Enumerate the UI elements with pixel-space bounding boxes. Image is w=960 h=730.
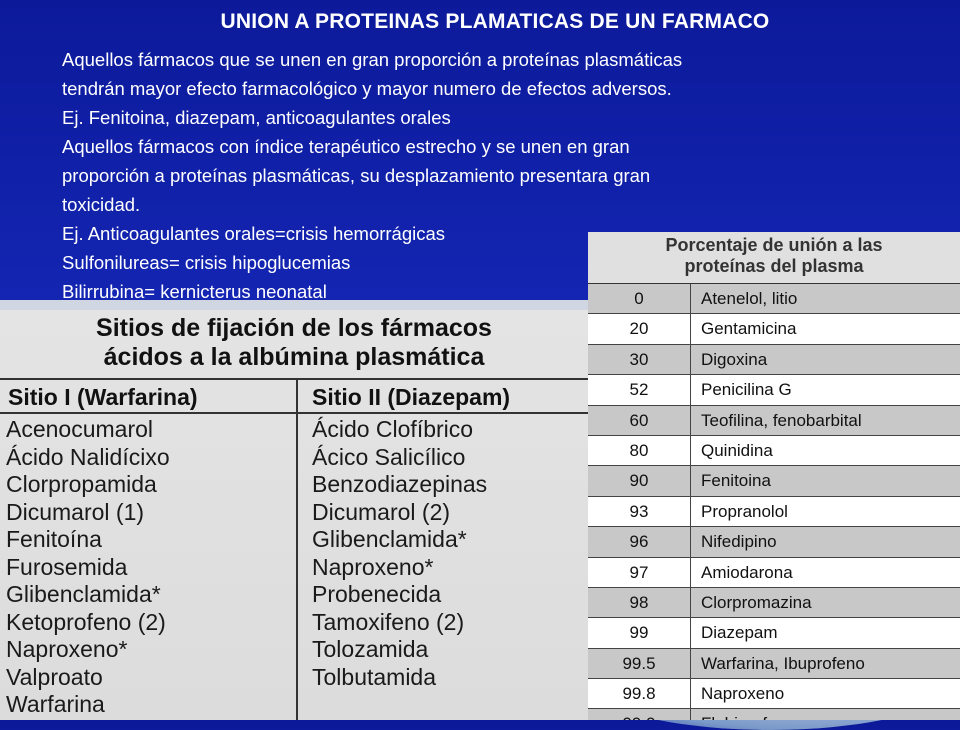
binding-percentage: 0 — [588, 284, 691, 314]
drug-list-item: Dicumarol (1) — [6, 498, 145, 525]
table-row: 99 Diazepam — [588, 618, 960, 649]
body-line: toxicidad. — [62, 194, 141, 215]
site-1-list: Acenocumarol Ácido Nalidícixo Clorpropamid… — [0, 414, 296, 719]
binding-percentage: 80 — [588, 435, 691, 466]
drug-name: Atenelol, litio — [701, 289, 798, 308]
drug-list-item: Ácico Salicílico — [312, 443, 466, 470]
drug-list-item: Ketoprofeno (2) — [6, 608, 166, 635]
body-line: Ej. Fenitoina, diazepam, anticoagulantes… — [62, 107, 451, 128]
drug-name: Nifedipino — [701, 532, 777, 552]
table-row: 99.9Flubiprofeno — [588, 709, 960, 720]
site-1-column: Sitio I (Warfarina) Acenocumarol Ácido Na… — [0, 380, 298, 720]
drug-name: Warfarina, Ibuprofeno — [701, 653, 865, 673]
drug-list-item: Probenecida — [312, 581, 442, 607]
binding-percentage: 99.9 — [588, 709, 691, 720]
binding-percentage: 60 — [588, 405, 691, 435]
body-line: Sulfonilureas= crisis hipoglucemias — [62, 252, 351, 273]
table-row: 99.8 Naproxeno — [588, 679, 960, 710]
binding-percentage: 96 — [588, 527, 691, 557]
body-line: proporción a proteínas plasmáticas, su d… — [62, 165, 651, 186]
drug-name: Quinidina — [701, 440, 773, 460]
drug-name: Diazepam — [701, 623, 778, 643]
drug-name: Digoxina — [701, 349, 768, 369]
table-row: 0 Atenelol, litio — [588, 284, 960, 315]
drug-name: Penicilina G — [701, 380, 792, 400]
drug-list-item: Tolbutamida — [312, 663, 437, 690]
binding-title-line-2: proteínas del plasma — [684, 256, 864, 276]
binding-percentage: 99.5 — [588, 648, 691, 679]
table-row: 98 Clorpromazina — [588, 587, 960, 619]
protein-binding-table: Porcentaje de unión a las proteínas del … — [588, 232, 960, 720]
drug-list-item: Tolozamida — [312, 636, 429, 662]
binding-percentage: 30 — [588, 344, 691, 375]
drug-name: Amiodarona — [701, 562, 793, 582]
albumin-title-line-2: ácidos a la albúmina plasmática — [103, 343, 485, 371]
table-row: 96 Nifedipino — [588, 527, 960, 558]
table-row: 60 Teofilina, fenobarbital — [588, 405, 960, 436]
drug-name: Teofilina, fenobarbital — [701, 410, 862, 430]
drug-list-item: Acenocumarol — [6, 416, 154, 442]
binding-percentage: 90 — [588, 466, 691, 496]
site-1-header: Sitio I (Warfarina) — [0, 380, 296, 414]
drug-name: Clorpromazina — [701, 592, 812, 612]
body-line: Aquellos fármacos con índice terapéutico… — [62, 136, 630, 157]
binding-percentage: 98 — [588, 587, 691, 618]
drug-name: Flubiprofeno — [691, 709, 796, 720]
binding-percentage: 99.8 — [588, 679, 691, 709]
table-row: 93 Propranolol — [588, 496, 960, 528]
drug-name: Propranolol — [701, 501, 788, 521]
table-row: 20 Gentamicina — [588, 314, 960, 345]
site-2-column: Sitio II (Diazepam) Ácido Clofíbrico Ácic… — [298, 380, 588, 720]
drug-list-item: Furosemida — [6, 553, 128, 580]
drug-list-item: Naproxeno* — [6, 636, 128, 662]
drug-list-item: Dicumarol (2) — [312, 498, 451, 525]
drug-list-item: Glibenclamida* — [312, 526, 467, 552]
table-row: 30 Digoxina — [588, 344, 960, 376]
drug-list-item: Tamoxifeno (2) — [312, 608, 465, 635]
binding-title-line-1: Porcentaje de unión a las — [665, 235, 883, 255]
drug-name: Fenitoina — [701, 471, 771, 491]
table-row: 90 Fenitoina — [588, 466, 960, 497]
body-line: Bilirrubina= kernicterus neonatal — [62, 281, 327, 302]
drug-list-item: Naproxeno* — [312, 553, 434, 580]
albumin-sites-table: Sitios de fijación de los fármacos ácido… — [0, 310, 588, 720]
table-row: 52 Penicilina G — [588, 375, 960, 406]
table-row: 99.5 Warfarina, Ibuprofeno — [588, 648, 960, 680]
drug-list-item: Fenitoína — [6, 526, 102, 552]
body-line: Ej. Anticoagulantes orales=crisis hemorr… — [62, 223, 446, 244]
slide-title: UNION A PROTEINAS PLAMATICAS DE UN FARMA… — [220, 10, 770, 33]
binding-percentage: 52 — [588, 375, 691, 405]
site-2-header: Sitio II (Diazepam) — [298, 380, 588, 414]
table-row: 80 Quinidina — [588, 435, 960, 467]
albumin-title-line-1: Sitios de fijación de los fármacos — [96, 314, 492, 342]
table-row: 97 Amiodarona — [588, 557, 960, 588]
binding-percentage: 97 — [588, 557, 691, 587]
albumin-table-title: Sitios de fijación de los fármacos ácido… — [0, 310, 588, 380]
drug-list-item: Benzodiazepinas — [312, 471, 488, 497]
site-2-list: Ácido Clofíbrico Ácico Salicílico Benzodia… — [298, 414, 588, 691]
binding-table-title: Porcentaje de unión a las proteínas del … — [588, 232, 960, 284]
body-line: tendrán mayor efecto farmacológico y may… — [62, 78, 672, 99]
drug-list-item: Ácido Nalidícixo — [6, 443, 170, 470]
binding-table-body: 0 Atenelol, litio 20 Gentamicina 30 Digoxina 5… — [588, 284, 960, 720]
drug-list-item: Valproato — [6, 663, 103, 690]
drug-list-item: Ácido Clofíbrico — [312, 416, 474, 442]
drug-list-item: Clorpropamida — [6, 471, 157, 497]
drug-list-item: Glibenclamida* — [6, 581, 161, 607]
drug-list-item: Warfarina — [6, 691, 105, 717]
drug-name: Naproxeno — [701, 684, 785, 704]
binding-percentage: 20 — [588, 314, 691, 344]
slide-body-text: Aquellos fármacos que se unen en gran pr… — [62, 45, 892, 306]
body-line: Aquellos fármacos que se unen en gran pr… — [62, 49, 683, 70]
binding-percentage: 93 — [588, 496, 691, 527]
binding-percentage: 99 — [588, 618, 691, 648]
drug-name: Gentamicina — [701, 319, 797, 339]
